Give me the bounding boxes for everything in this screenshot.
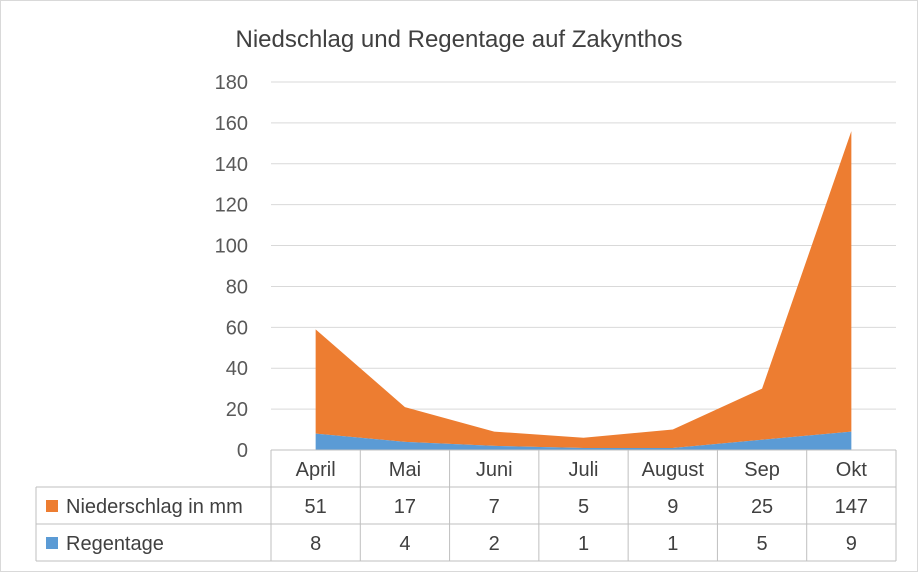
data-label: 17: [394, 496, 416, 518]
y-tick-label: 100: [215, 236, 248, 258]
y-tick-label: 180: [215, 72, 248, 94]
y-tick-label: 120: [215, 195, 248, 217]
x-tick-label: August: [642, 459, 705, 481]
legend-key: [46, 537, 58, 549]
data-label: 7: [489, 496, 500, 518]
data-table: April Mai Juni Juli August Sep Okt Niederschlag…: [35, 449, 897, 562]
legend-entry: Regentage: [66, 533, 164, 555]
data-label: 51: [305, 496, 327, 518]
x-tick-label: Mai: [389, 459, 421, 481]
data-label: 25: [751, 496, 773, 518]
data-label: 5: [578, 496, 589, 518]
area-niederschlag: [315, 131, 852, 448]
chart-title: Niedschlag und Regentage auf Zakynthos: [236, 26, 683, 53]
y-tick-label: 80: [226, 276, 248, 298]
area-regentage: [315, 431, 852, 450]
y-tick-label: 20: [226, 399, 248, 421]
y-tick-label: 60: [226, 317, 248, 339]
y-tick-label: 0: [237, 440, 248, 462]
x-tick-label: April: [296, 459, 336, 481]
data-label: 8: [310, 533, 321, 555]
plot-areas: [315, 131, 852, 450]
data-label: 5: [757, 533, 768, 555]
data-label: 147: [835, 496, 868, 518]
legend-entry: Niederschlag in mm: [66, 496, 243, 518]
data-label: 1: [667, 533, 678, 555]
data-label: 9: [846, 533, 857, 555]
y-tick-label: 160: [215, 113, 248, 135]
y-axis-ticks: 0 20 40 60 80 100 120 140 160 180: [215, 72, 248, 462]
y-tick-label: 40: [226, 358, 248, 380]
data-label: 1: [578, 533, 589, 555]
y-tick-label: 140: [215, 154, 248, 176]
data-label: 2: [489, 533, 500, 555]
x-tick-label: Okt: [836, 459, 868, 481]
legend-key: [46, 500, 58, 512]
x-tick-label: Juli: [568, 459, 598, 481]
data-label: 4: [399, 533, 410, 555]
x-tick-label: Juni: [476, 459, 513, 481]
data-label: 9: [667, 496, 678, 518]
x-tick-label: Sep: [744, 459, 780, 481]
